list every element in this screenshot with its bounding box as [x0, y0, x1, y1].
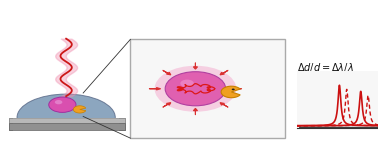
Polygon shape: [9, 123, 125, 130]
FancyArrow shape: [220, 103, 228, 107]
FancyArrow shape: [230, 88, 242, 90]
Wedge shape: [221, 86, 240, 98]
Circle shape: [55, 100, 62, 104]
Circle shape: [49, 97, 76, 112]
FancyArrow shape: [163, 103, 171, 107]
FancyBboxPatch shape: [130, 39, 285, 138]
Polygon shape: [13, 118, 119, 142]
Circle shape: [232, 89, 235, 90]
Wedge shape: [73, 106, 86, 113]
Text: Spectroscopy  for  Micro-Hydrolysis: Spectroscopy for Micro-Hydrolysis: [28, 10, 350, 25]
FancyArrow shape: [194, 108, 197, 115]
FancyArrow shape: [220, 70, 228, 75]
Polygon shape: [9, 118, 125, 123]
Circle shape: [155, 66, 236, 112]
FancyArrow shape: [194, 63, 197, 69]
Ellipse shape: [17, 94, 115, 141]
Polygon shape: [9, 123, 125, 130]
FancyArrow shape: [163, 70, 171, 75]
Polygon shape: [9, 118, 125, 123]
Text: $\Delta d/d = \Delta\lambda/\lambda$: $\Delta d/d = \Delta\lambda/\lambda$: [297, 60, 353, 74]
Circle shape: [180, 80, 194, 87]
Circle shape: [165, 72, 226, 106]
FancyArrow shape: [149, 88, 161, 90]
